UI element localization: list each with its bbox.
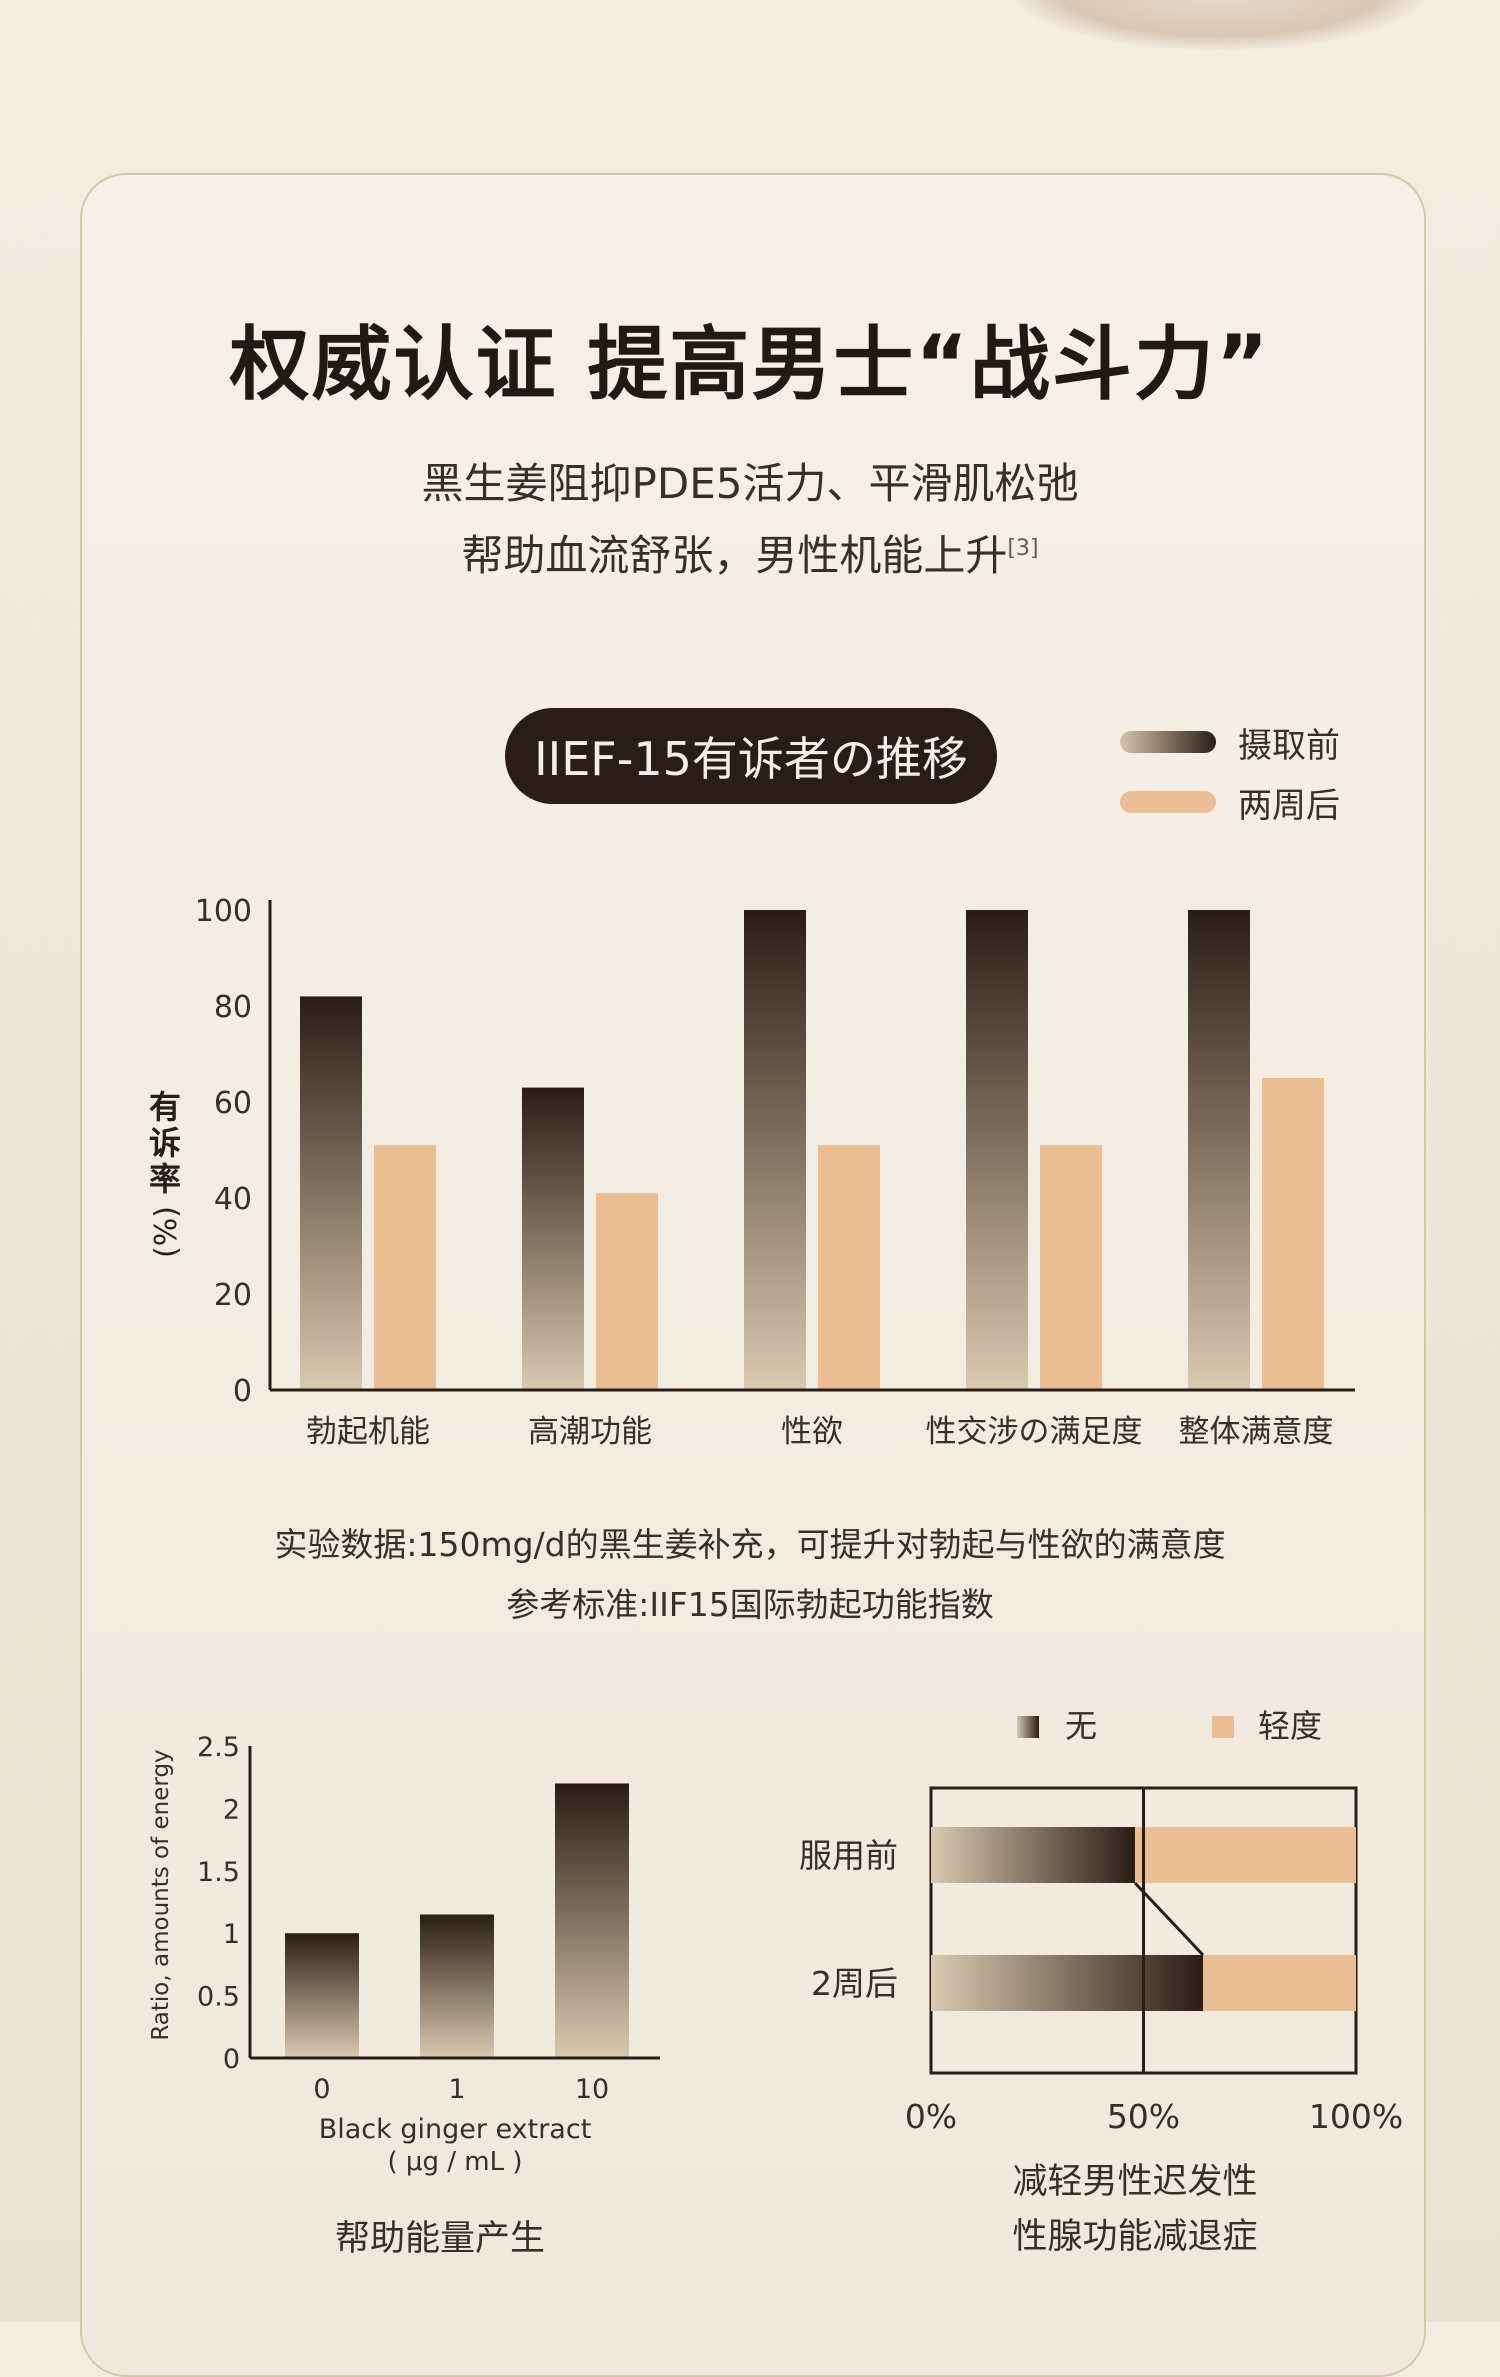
- bar-before-1: [522, 1087, 584, 1390]
- y-tick-label-40: 40: [214, 1182, 252, 1217]
- bar-before-4: [1188, 910, 1250, 1390]
- hypo-bar-mild-1: [1203, 1955, 1356, 2011]
- energy-bar-chart: 0 0.5 1 1.5 2 2.5 0 1 10 Black ginger extract( μg…: [148, 1732, 660, 2177]
- legend-item-before: 摄取前: [1120, 712, 1340, 772]
- hypo-connector: [1133, 1881, 1205, 1957]
- energy-bar-2: [555, 1783, 629, 2058]
- y-label-unit: (%): [149, 1206, 184, 1258]
- y-tick-label-20: 20: [214, 1278, 252, 1313]
- legend-swatch-after: [1120, 791, 1216, 813]
- energy-bar-0: [285, 1933, 359, 2058]
- energy-y-tick-0: 0: [223, 2044, 240, 2075]
- legend-label-before: 摄取前: [1238, 725, 1340, 766]
- main-chart-legend: 摄取前 两周后: [1120, 712, 1340, 832]
- bar-after-0: [374, 1145, 436, 1390]
- bar-after-2: [818, 1145, 880, 1390]
- energy-y-tick-2.5: 2.5: [197, 1732, 240, 1763]
- hypo-row-label-0: 服用前: [799, 1836, 898, 1875]
- bar-after-1: [596, 1193, 658, 1390]
- y-tick-label-80: 80: [214, 990, 252, 1025]
- energy-y-label: Ratio, amounts of energy: [148, 1749, 174, 2040]
- energy-bar-1: [420, 1914, 494, 2058]
- main-y-axis-label: 有诉率 (%): [149, 1088, 184, 1258]
- y-tick-label-100: 100: [195, 894, 252, 929]
- page-title: 权威认证 提高男士“战斗力”: [229, 318, 1271, 411]
- hypogonadism-caption-line-1: 减轻男性迟发性: [1012, 2162, 1258, 2202]
- energy-y-tick-2: 2: [223, 1794, 240, 1825]
- energy-y-tick-1: 1: [223, 1919, 240, 1950]
- bar-after-4: [1262, 1078, 1324, 1390]
- x-category-label-2: 性欲: [781, 1414, 843, 1450]
- hypo-row-label-1: 2周后: [811, 1964, 898, 2003]
- main-bar-chart: 有诉率 (%) 0 20 40 60 80 100 勃起机能 高潮功能 性欲 性交涉の满足度 整体满意…: [149, 894, 1355, 1450]
- energy-x-tick-0: 0: [313, 2074, 330, 2105]
- hypo-x-tick-0: 0%: [905, 2097, 957, 2136]
- hypo-bar-mild-0: [1135, 1827, 1356, 1883]
- bar-before-2: [744, 910, 806, 1390]
- energy-x-tick-1: 1: [448, 2074, 465, 2105]
- y-label-char-1: 诉: [149, 1124, 181, 1162]
- energy-y-tick-1.5: 1.5: [197, 1857, 240, 1888]
- hypo-bar-none-0: [931, 1827, 1135, 1883]
- x-category-label-3: 性交涉の满足度: [926, 1414, 1143, 1450]
- energy-y-tick-0.5: 0.5: [197, 1982, 240, 2013]
- energy-x-unit: ( μg / mL ): [388, 2147, 523, 2177]
- y-tick-label-60: 60: [214, 1086, 252, 1121]
- hypo-x-tick-2: 100%: [1309, 2097, 1403, 2136]
- subtitle-reference: [3]: [1007, 536, 1039, 561]
- bar-after-3: [1040, 1145, 1102, 1390]
- hypo-legend-label-none: 无: [1065, 1707, 1097, 1745]
- y-label-char-2: 率: [149, 1160, 181, 1198]
- subtitle-line-2: 帮助血流舒张，男性机能上升[3]: [0, 522, 1500, 583]
- legend-swatch-before: [1120, 731, 1216, 753]
- y-tick-label-0: 0: [233, 1374, 252, 1409]
- legend-item-after: 两周后: [1120, 772, 1340, 832]
- hypo-legend-swatch-none: [1017, 1716, 1039, 1738]
- hypo-x-tick-1: 50%: [1107, 2097, 1180, 2136]
- hypo-legend-swatch-mild: [1212, 1716, 1234, 1738]
- hypo-bar-none-1: [931, 1955, 1203, 2011]
- subtitle-line-1: 黑生姜阻抑PDE5活力、平滑肌松弛: [421, 459, 1079, 508]
- reference-standard-note: 参考标准:IIF15国际勃起功能指数: [506, 1585, 994, 1624]
- x-category-label-4: 整体满意度: [1179, 1414, 1334, 1450]
- energy-x-tick-2: 10: [575, 2074, 609, 2105]
- y-label-char-0: 有: [149, 1088, 181, 1126]
- chart-title-pill: IIEF-15有诉者の推移: [505, 708, 997, 804]
- x-category-label-1: 高潮功能: [528, 1414, 652, 1450]
- hypo-legend-label-mild: 轻度: [1258, 1707, 1322, 1745]
- hypogonadism-caption-line-2: 性腺功能减退症: [1012, 2217, 1258, 2257]
- energy-x-label: Black ginger extract: [319, 2114, 592, 2145]
- bar-before-0: [300, 996, 362, 1390]
- bar-before-3: [966, 910, 1028, 1390]
- subtitle-line-2-text: 帮助血流舒张，男性机能上升: [461, 531, 1008, 580]
- experiment-note: 实验数据:150mg/d的黑生姜补充，可提升对勃起与性欲的满意度: [274, 1525, 1226, 1564]
- x-category-label-0: 勃起机能: [306, 1414, 430, 1450]
- legend-label-after: 两周后: [1238, 785, 1340, 826]
- energy-chart-caption: 帮助能量产生: [334, 2219, 545, 2259]
